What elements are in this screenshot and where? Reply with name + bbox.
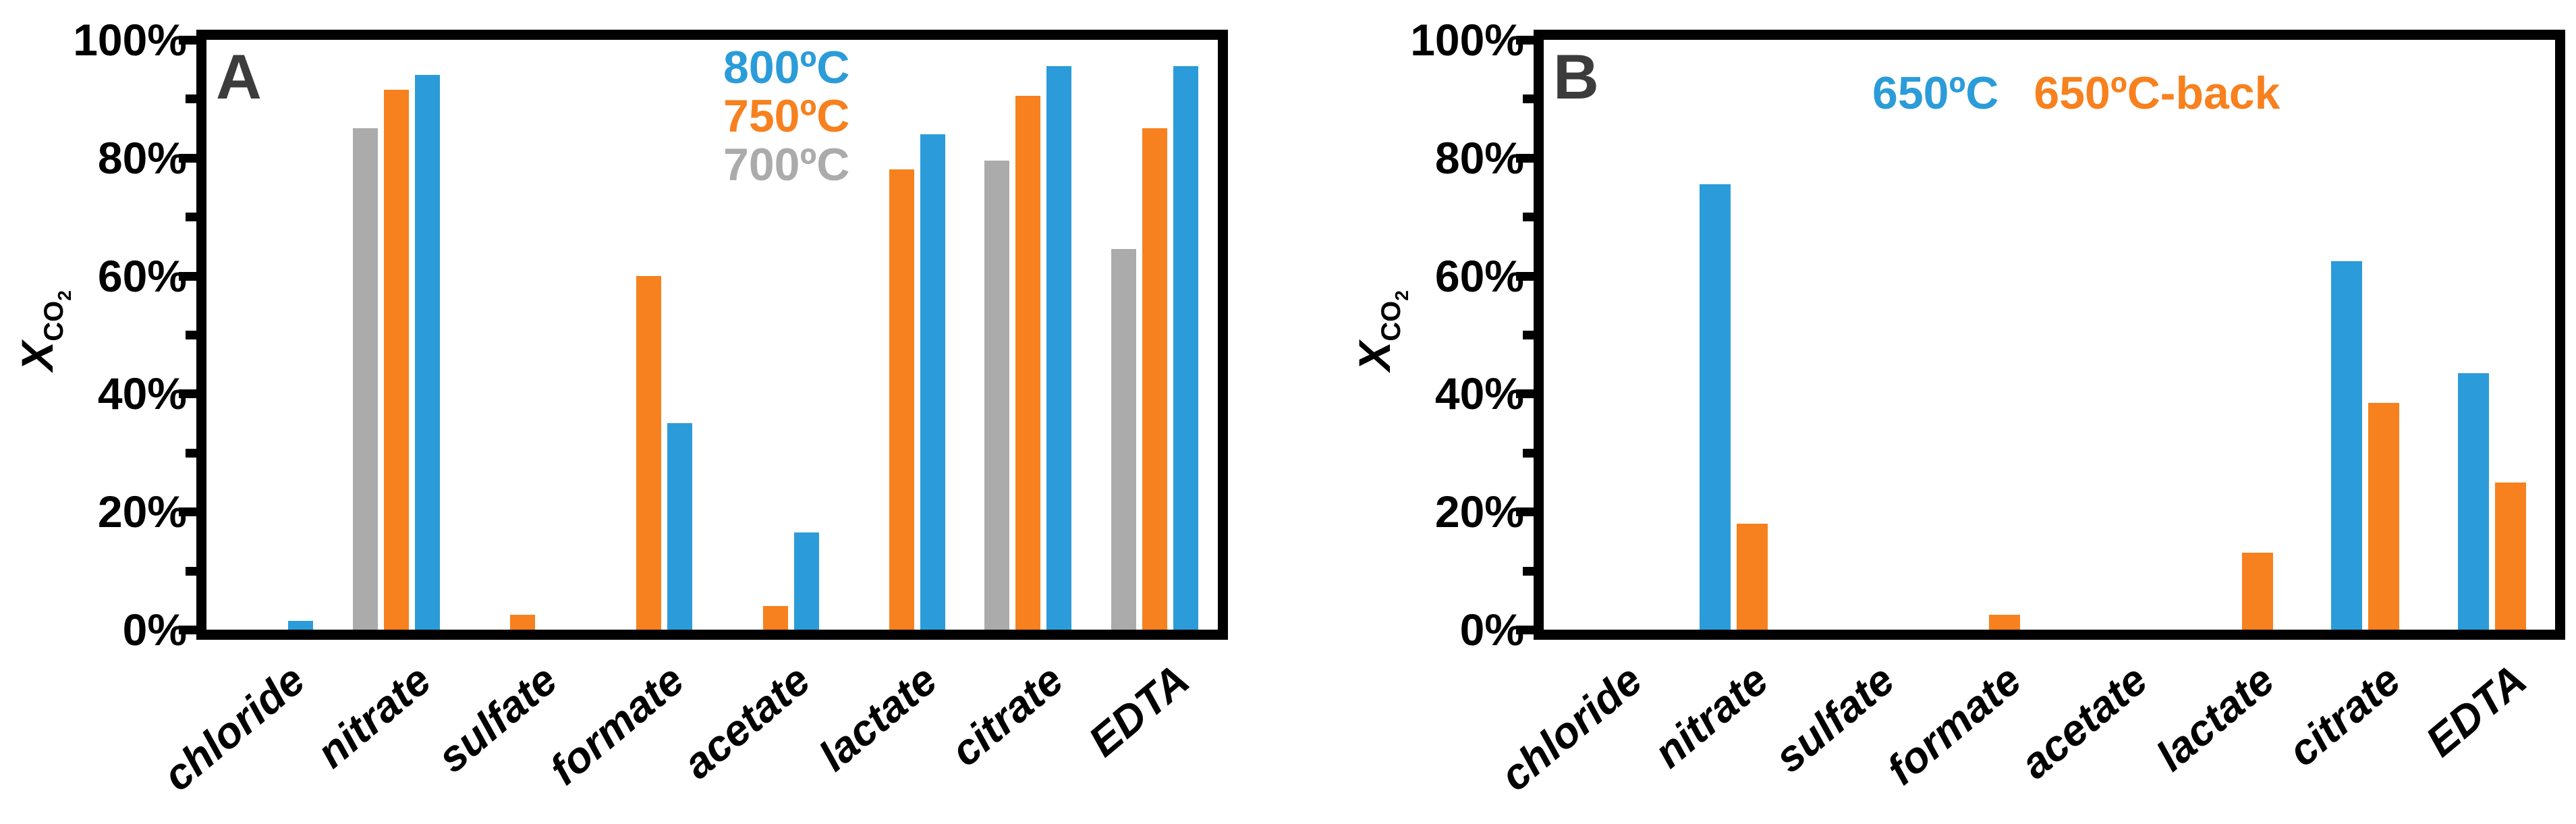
bar-A-citrate-750ºC — [1015, 96, 1041, 630]
y-tick-label: 0% — [122, 605, 187, 655]
bar-A-EDTA-750ºC — [1142, 128, 1167, 630]
legend-A: 800ºC 750ºC 700ºC — [723, 43, 849, 189]
y-major-tick — [179, 36, 198, 45]
bar-A-EDTA-800ºC — [1173, 66, 1198, 630]
bar-A-acetate-800ºC — [793, 532, 819, 630]
y-axis-label-B: XCO2 — [1344, 196, 1412, 466]
legend-entry-800ºC: 800ºC — [723, 42, 850, 93]
panel-letter-B: B — [1553, 41, 1599, 112]
y-minor-tick — [186, 331, 198, 339]
bar-B-citrate-650ºC — [2331, 260, 2363, 630]
y-major-tick — [1516, 271, 1535, 281]
bar-B-nitrate-650ºC-back — [1736, 523, 1768, 630]
y-minor-tick — [186, 448, 198, 458]
y-major-tick — [1516, 389, 1535, 399]
bar-A-chloride-800ºC — [288, 620, 314, 630]
y-tick-label: 40% — [1434, 368, 1524, 419]
y-major-tick — [179, 507, 198, 517]
y-major-tick — [179, 626, 198, 634]
y-tick-label: 100% — [73, 15, 187, 65]
bar-A-sulfate-750ºC — [509, 615, 535, 630]
y-tick-label: 60% — [1434, 250, 1524, 301]
y-major-tick — [179, 271, 198, 281]
bar-A-nitrate-800ºC — [414, 75, 440, 630]
y-axis-label-sub: CO — [1376, 300, 1406, 341]
y-tick-label: 20% — [97, 487, 187, 537]
bar-A-acetate-750ºC — [762, 606, 788, 630]
bar-A-formate-750ºC — [636, 275, 662, 630]
y-tick-label: 40% — [97, 368, 187, 419]
legend-entry-750ºC: 750ºC — [723, 90, 850, 142]
legend-entry-700ºC: 700ºC — [723, 139, 850, 190]
y-major-tick — [1516, 626, 1535, 634]
y-axis-label-A: XCO2 — [7, 196, 75, 466]
y-minor-tick — [186, 213, 198, 222]
y-major-tick — [1516, 153, 1535, 163]
y-minor-tick — [186, 94, 198, 104]
y-minor-tick — [1523, 331, 1535, 339]
plot-area-B — [1534, 30, 2565, 640]
y-minor-tick — [1523, 213, 1535, 222]
y-tick-label: 80% — [97, 132, 187, 183]
bar-A-lactate-750ºC — [889, 169, 915, 630]
legend-entry-650ºC: 650ºC — [1872, 67, 1999, 119]
y-minor-tick — [1523, 566, 1535, 576]
panel-letter-A: A — [216, 41, 262, 112]
y-major-tick — [179, 153, 198, 163]
y-axis-label-sub: CO — [39, 300, 69, 341]
bar-A-nitrate-750ºC — [383, 90, 409, 630]
bar-A-EDTA-700ºC — [1111, 249, 1136, 630]
legend-entry-650ºC-back: 650ºC-back — [2034, 67, 2280, 119]
y-axis-label-base: X — [12, 341, 62, 371]
bar-A-citrate-700ºC — [984, 161, 1010, 630]
bar-B-nitrate-650ºC — [1699, 184, 1731, 630]
y-tick-label: 0% — [1459, 605, 1524, 655]
bar-A-citrate-800ºC — [1046, 66, 1072, 630]
y-major-tick — [1516, 36, 1535, 45]
bar-B-lactate-650ºC-back — [2242, 553, 2274, 630]
y-axis-label-base: X — [1349, 341, 1399, 371]
y-tick-label: 60% — [97, 250, 187, 301]
legend-B: 650ºC 650ºC-back — [1872, 69, 2280, 117]
bar-A-lactate-800ºC — [920, 134, 946, 630]
y-tick-label: 100% — [1410, 15, 1524, 65]
y-tick-label: 20% — [1434, 487, 1524, 537]
bar-A-formate-800ºC — [667, 423, 693, 630]
bar-B-EDTA-650ºC-back — [2494, 482, 2526, 630]
y-tick-label: 80% — [1434, 132, 1524, 183]
plot-area-A — [196, 30, 1228, 640]
y-minor-tick — [1523, 448, 1535, 458]
y-minor-tick — [1523, 94, 1535, 104]
y-axis-label-subsub: 2 — [1391, 290, 1412, 301]
y-minor-tick — [186, 566, 198, 576]
bar-B-formate-650ºC-back — [1989, 615, 2021, 630]
y-axis-label-subsub: 2 — [54, 290, 75, 301]
bar-B-EDTA-650ºC — [2457, 373, 2489, 630]
y-major-tick — [1516, 507, 1535, 517]
y-major-tick — [179, 389, 198, 399]
bar-B-citrate-650ºC-back — [2368, 402, 2400, 630]
bar-A-nitrate-700ºC — [352, 128, 378, 630]
